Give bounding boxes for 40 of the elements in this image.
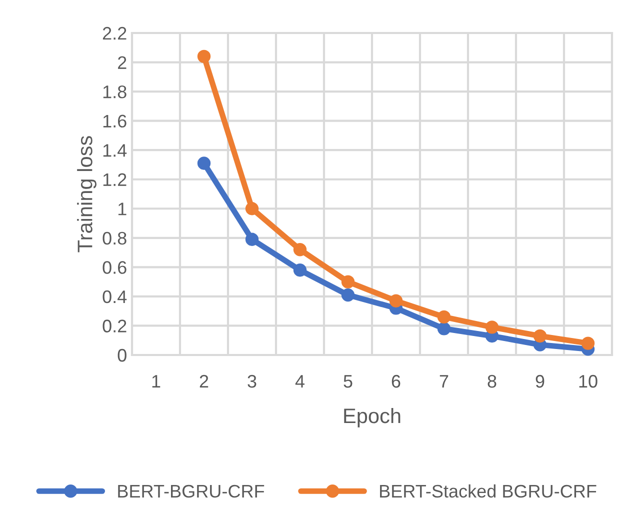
point <box>341 288 355 302</box>
y-tick-label: 0.8 <box>102 232 126 245</box>
legend-label: BERT-BGRU-CRF <box>118 484 264 498</box>
x-tick-label: 1 <box>152 375 160 388</box>
point <box>245 202 259 216</box>
y-tick-label: 0 <box>118 348 126 362</box>
x-tick-label: 4 <box>295 375 304 388</box>
x-axis-title: Epoch <box>344 408 400 428</box>
x-tick-label: 10 <box>579 374 598 388</box>
x-tick-label: 2 <box>200 374 208 388</box>
point <box>437 310 451 324</box>
x-tick-label: 3 <box>248 374 256 388</box>
y-tick-label: 0.4 <box>102 290 127 304</box>
point <box>341 275 355 288</box>
y-tick-label: 0.2 <box>102 320 126 332</box>
legend-label: BERT-Stacked BGRU-CRF <box>380 484 596 498</box>
point <box>197 50 211 64</box>
y-tick-label: 1.6 <box>103 114 126 128</box>
point <box>197 156 211 170</box>
point <box>581 336 595 350</box>
point <box>293 243 307 256</box>
x-tick-label: 7 <box>440 375 448 388</box>
point <box>533 329 547 343</box>
y-tick-label: 0.6 <box>102 261 126 274</box>
y-tick-label: 1.4 <box>103 144 127 157</box>
y-tick-label: 1 <box>118 202 126 216</box>
point <box>485 320 499 334</box>
x-tick-label: 9 <box>536 374 544 388</box>
x-tick-label: 8 <box>488 374 496 388</box>
y-tick-label: 1.8 <box>103 85 126 98</box>
y-tick-label: 1.2 <box>103 173 126 186</box>
y-tick-label: 2 <box>118 56 126 69</box>
x-tick-label: 6 <box>392 374 400 388</box>
y-axis-title: Training loss <box>77 136 96 252</box>
y-tick-label: 2.2 <box>102 26 126 40</box>
point <box>437 322 451 336</box>
point <box>293 264 307 277</box>
point <box>245 232 259 246</box>
point <box>389 294 403 308</box>
x-tick-label: 5 <box>344 375 352 388</box>
